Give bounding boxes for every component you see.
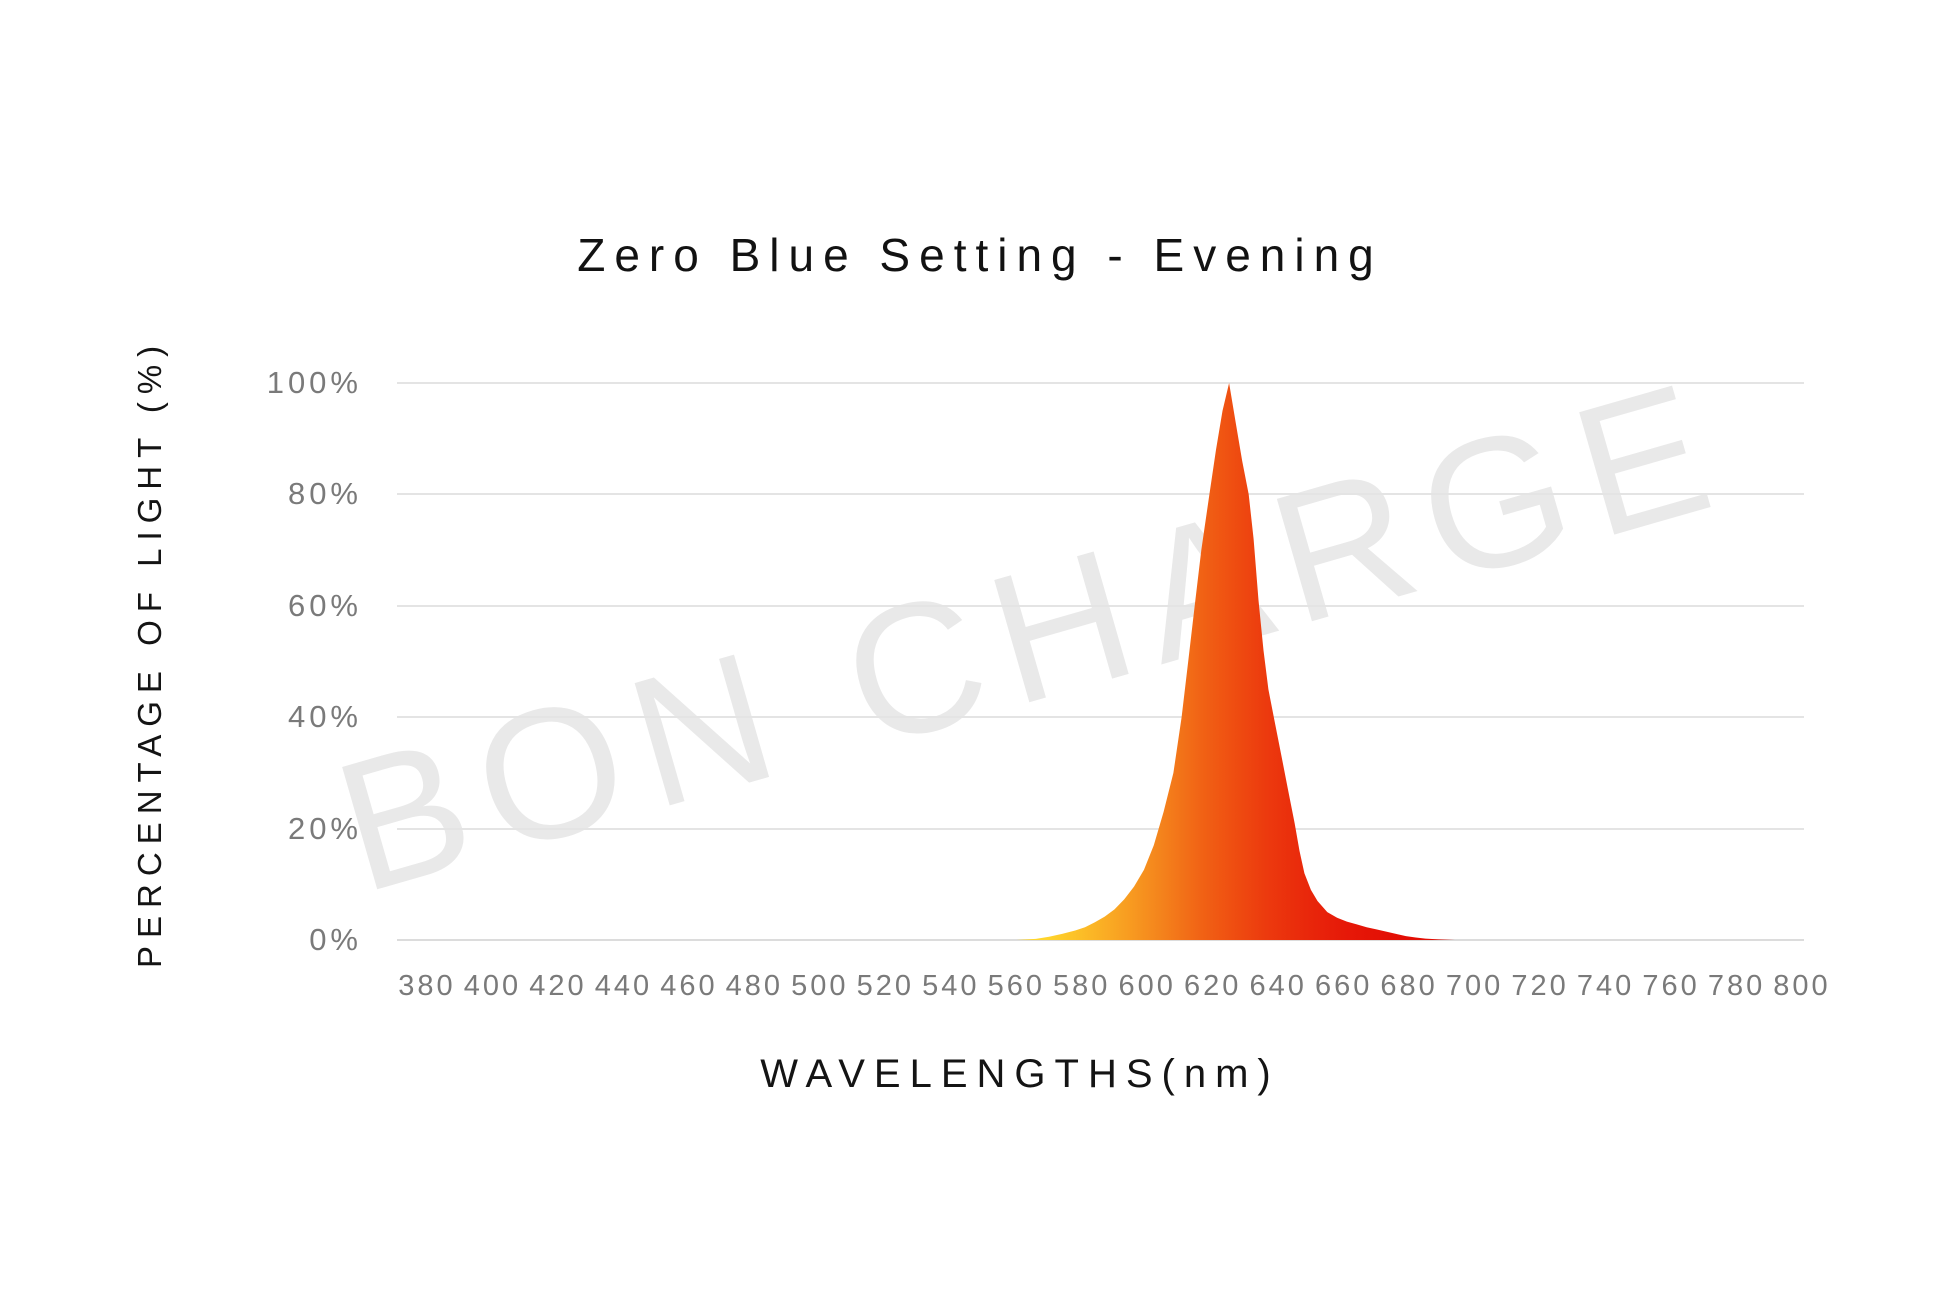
spectrum-area (1016, 383, 1455, 940)
x-tick-label-480: 480 (725, 970, 784, 1002)
x-tick-label-720: 720 (1511, 970, 1569, 1002)
x-tick-label-440: 440 (594, 970, 653, 1002)
x-tick-label-660: 660 (1314, 970, 1373, 1002)
x-tick-label-760: 760 (1642, 970, 1700, 1002)
y-tick-label-0: 0% (309, 922, 362, 957)
x-tick-label-580: 580 (1053, 970, 1111, 1002)
y-tick-label-60: 60% (287, 587, 362, 623)
x-tick-label-520: 520 (856, 970, 915, 1002)
x-axis-title: WAVELENGTHS(nm) (760, 1052, 1280, 1096)
y-tick-label-80: 80% (287, 476, 362, 512)
x-tick-label-640: 640 (1249, 970, 1307, 1002)
x-tick-label-600: 600 (1118, 970, 1176, 1002)
chart-title: Zero Blue Setting - Evening (577, 229, 1383, 281)
x-tick-label-700: 700 (1445, 970, 1504, 1002)
gridline-100 (397, 382, 1804, 384)
gridline-60 (397, 604, 1804, 607)
x-tick-label-620: 620 (1184, 970, 1242, 1002)
gridline-40 (397, 716, 1804, 719)
spectrum-curve-svg (1016, 383, 1455, 940)
y-tick-label-20: 20% (287, 810, 362, 846)
x-tick-label-780: 780 (1707, 970, 1766, 1002)
x-tick-label-680: 680 (1380, 970, 1438, 1002)
x-tick-label-460: 460 (660, 970, 718, 1002)
x-tick-label-540: 540 (922, 970, 980, 1002)
x-tick-label-800: 800 (1773, 970, 1831, 1002)
x-tick-label-420: 420 (529, 970, 587, 1002)
x-tick-label-380: 380 (398, 970, 456, 1002)
x-tick-label-740: 740 (1576, 970, 1635, 1002)
gridline-80 (397, 493, 1804, 496)
x-tick-label-400: 400 (463, 970, 522, 1002)
y-tick-label-100: 100% (266, 365, 362, 400)
y-tick-label-40: 40% (287, 699, 362, 735)
gridline-20 (397, 827, 1804, 830)
x-tick-label-560: 560 (987, 970, 1045, 1002)
y-axis-title: PERCENTAGE OF LIGHT (%) (131, 337, 168, 968)
x-tick-label-500: 500 (791, 970, 849, 1002)
